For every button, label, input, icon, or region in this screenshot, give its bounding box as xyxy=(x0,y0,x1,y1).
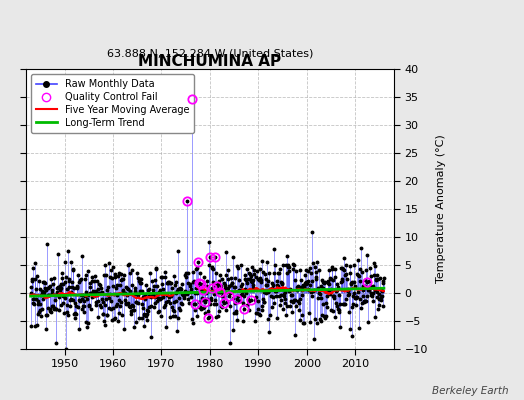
Y-axis label: Temperature Anomaly (°C): Temperature Anomaly (°C) xyxy=(436,134,446,283)
Legend: Raw Monthly Data, Quality Control Fail, Five Year Moving Average, Long-Term Tren: Raw Monthly Data, Quality Control Fail, … xyxy=(31,74,194,133)
Text: Berkeley Earth: Berkeley Earth xyxy=(432,386,508,396)
Title: MINCHUMINA AP: MINCHUMINA AP xyxy=(138,54,281,69)
Text: 63.888 N, 152.284 W (United States): 63.888 N, 152.284 W (United States) xyxy=(107,48,313,58)
